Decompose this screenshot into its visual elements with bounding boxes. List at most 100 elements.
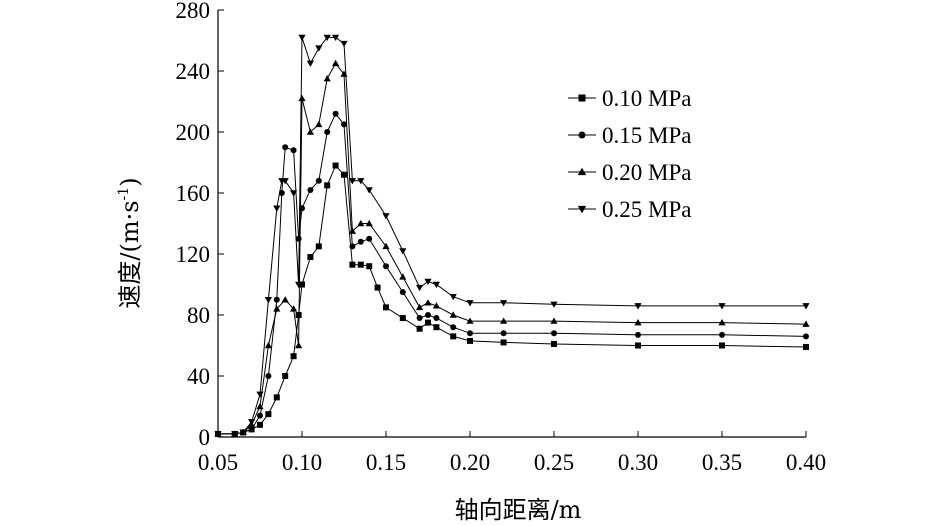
legend-label: 0.15 MPa	[602, 123, 691, 148]
data-point	[802, 320, 810, 327]
data-point	[332, 34, 340, 42]
data-point	[307, 186, 314, 193]
data-point	[383, 263, 389, 270]
y-tick-label: 40	[187, 364, 210, 389]
y-axis-title-main: 速度/(m·s	[116, 200, 144, 308]
data-point	[265, 373, 272, 379]
data-point	[357, 261, 364, 268]
data-point	[265, 411, 272, 418]
y-tick-label: 0	[199, 425, 211, 450]
data-point	[718, 319, 726, 326]
data-point	[500, 317, 508, 324]
x-tick-label: 0.05	[198, 450, 238, 475]
data-point	[264, 297, 272, 304]
data-point	[315, 45, 323, 52]
data-point	[433, 315, 440, 322]
data-point	[550, 317, 558, 324]
data-point	[282, 144, 289, 151]
data-point	[341, 121, 347, 128]
data-point	[634, 319, 642, 326]
data-point	[365, 187, 373, 194]
data-point	[449, 294, 457, 301]
data-point	[257, 421, 263, 428]
data-point	[315, 120, 323, 128]
data-point	[282, 373, 289, 379]
data-point	[248, 419, 256, 426]
data-point	[719, 342, 725, 349]
data-point	[466, 300, 474, 307]
data-point	[357, 178, 365, 185]
data-point	[290, 190, 298, 197]
data-point	[290, 147, 297, 154]
y-tick-label: 160	[176, 181, 211, 206]
data-point	[365, 219, 373, 227]
legend-item: 0.10 MPa	[568, 86, 691, 111]
data-point	[256, 391, 264, 398]
legend-label: 0.25 MPa	[602, 197, 691, 222]
data-point	[467, 330, 473, 337]
data-point	[349, 243, 356, 250]
legend-marker	[577, 205, 587, 214]
y-tick-label: 280	[176, 0, 211, 23]
data-point	[341, 171, 347, 178]
data-point	[450, 333, 457, 340]
data-point	[256, 402, 264, 410]
legend: 0.10 MPa 0.15 MPa 0.20 MPa 0.25 MPa	[568, 86, 691, 222]
legend-label: 0.20 MPa	[602, 160, 691, 185]
x-tick-label: 0.10	[282, 450, 322, 475]
y-axis-title-close: )	[116, 177, 144, 186]
data-point	[425, 312, 431, 318]
data-point	[295, 281, 303, 289]
data-point	[500, 339, 507, 346]
data-point	[802, 303, 810, 310]
legend-label: 0.10 MPa	[602, 86, 691, 111]
data-point	[332, 59, 340, 67]
data-point	[466, 317, 474, 324]
data-point	[281, 296, 289, 303]
y-tick-label: 120	[176, 242, 211, 267]
series-3	[214, 59, 810, 437]
data-point	[349, 261, 356, 268]
data-point	[290, 353, 297, 360]
data-point	[273, 305, 281, 312]
data-point	[416, 315, 423, 322]
series-4	[214, 34, 810, 438]
data-point	[324, 182, 331, 189]
data-point	[332, 162, 339, 169]
y-tick-label: 240	[176, 59, 211, 84]
data-point	[273, 296, 280, 303]
x-tick-label: 0.30	[618, 450, 658, 475]
series-line	[218, 112, 807, 435]
data-point	[551, 340, 557, 347]
data-point	[424, 278, 432, 286]
data-point	[273, 205, 281, 212]
data-point	[273, 394, 280, 401]
series-2	[215, 110, 809, 437]
data-point	[281, 178, 289, 185]
legend-item: 0.20 MPa	[568, 160, 691, 185]
data-point	[803, 333, 809, 340]
series-line	[218, 164, 807, 435]
data-point	[248, 426, 255, 433]
data-point	[399, 248, 407, 255]
data-point	[425, 319, 431, 326]
data-point	[382, 213, 390, 220]
data-point	[635, 331, 641, 338]
legend-marker	[578, 94, 586, 102]
y-axis-title: 速度/(m·s-1)	[116, 177, 144, 308]
data-point	[634, 303, 642, 310]
axes	[217, 9, 807, 438]
x-tick-label: 0.25	[534, 450, 574, 475]
data-point	[366, 235, 373, 242]
legend-marker	[577, 167, 587, 176]
data-point	[382, 242, 390, 250]
y-axis-title-superscript: -1	[116, 187, 132, 201]
y-tick-label: 80	[187, 303, 210, 328]
data-point	[315, 177, 322, 184]
data-point	[433, 324, 440, 331]
data-point	[257, 412, 263, 419]
data-point	[383, 304, 389, 311]
legend-marker	[578, 131, 586, 139]
data-point	[295, 341, 303, 349]
